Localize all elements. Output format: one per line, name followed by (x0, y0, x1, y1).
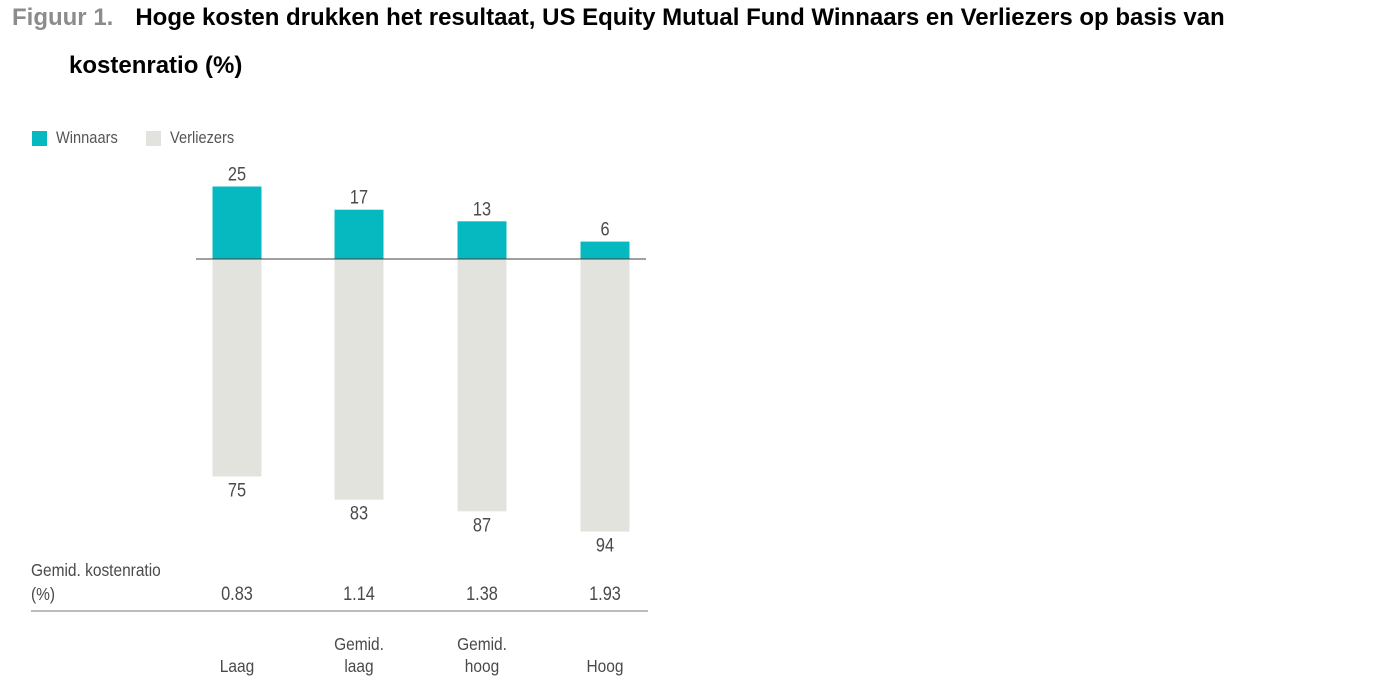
data-label-winners: 13 (473, 198, 491, 219)
category-label: laag (344, 656, 373, 676)
bar-winners (580, 241, 630, 259)
legend-label-losers: Verliezers (169, 128, 235, 147)
bar-losers (580, 259, 630, 532)
legend-swatch-losers (145, 130, 161, 146)
bar-losers (457, 259, 507, 512)
chart-title: Figuur 1. Hoge kosten drukken het resulta… (12, 4, 1225, 32)
expense-ratio-value: 1.14 (343, 583, 375, 604)
data-label-losers: 75 (228, 479, 246, 500)
expense-ratio-value: 0.83 (221, 583, 253, 604)
category-label: Gemid. (334, 634, 384, 654)
expense-ratio-value: 1.38 (466, 583, 498, 604)
title-line-2: kostenratio (%) (69, 52, 243, 79)
bar-winners (334, 209, 384, 259)
legend: Winnaars Verliezers (32, 128, 244, 148)
expense-ratio-row-label: Gemid. kostenratio (31, 560, 161, 580)
data-label-losers: 87 (473, 514, 491, 535)
bar-winners (212, 186, 262, 259)
bar-winners (457, 221, 507, 259)
bar-losers (212, 259, 262, 477)
data-label-losers: 94 (596, 534, 614, 555)
expense-ratio-value: 1.93 (589, 583, 621, 604)
category-label: Hoog (587, 656, 624, 676)
legend-label-winners: Winnaars (56, 128, 118, 147)
category-label: Laag (220, 656, 254, 676)
bar-losers (334, 259, 384, 500)
figure-label: Figuur 1. (12, 4, 114, 31)
data-label-winners: 25 (228, 163, 246, 184)
legend-item-winners: Winnaars (32, 128, 128, 148)
title-line-1: Hoge kosten drukken het resultaat, US Eq… (135, 4, 1225, 31)
data-label-winners: 17 (350, 187, 368, 208)
category-label: Gemid. (457, 634, 507, 654)
legend-item-losers: Verliezers (145, 128, 245, 148)
data-label-winners: 6 (600, 218, 609, 239)
data-label-losers: 83 (350, 503, 368, 524)
expense-ratio-row-label: (%) (31, 584, 55, 604)
legend-swatch-winners (32, 130, 47, 146)
category-label: hoog (465, 656, 499, 676)
